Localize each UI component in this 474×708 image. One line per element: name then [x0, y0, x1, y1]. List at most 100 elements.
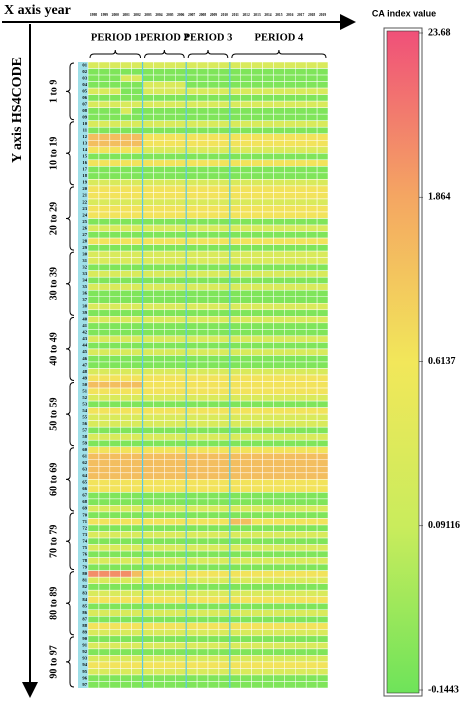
- heatmap-cell: [153, 394, 165, 402]
- heatmap-cell: [284, 550, 296, 558]
- heatmap-cell: [229, 107, 241, 115]
- heatmap-cell: [262, 407, 274, 415]
- heatmap-cell: [120, 166, 132, 174]
- heatmap-cell: [284, 120, 296, 128]
- heatmap-cell: [153, 381, 165, 389]
- heatmap-cell: [251, 609, 263, 617]
- heatmap-cell: [109, 602, 121, 611]
- heatmap-cell: [153, 622, 165, 630]
- heatmap-cell: [175, 557, 187, 565]
- heatmap-cell: [251, 263, 263, 271]
- heatmap-cell: [262, 296, 274, 304]
- heatmap-cell: [305, 113, 318, 121]
- heatmap-cell: [131, 211, 143, 219]
- heatmap-cell: [273, 511, 285, 519]
- heatmap-cell: [131, 296, 143, 304]
- heatmap-cell: [142, 635, 154, 643]
- heatmap-cell: [185, 316, 198, 324]
- heatmap-cell: [273, 570, 285, 578]
- heatmap-cell: [131, 589, 143, 597]
- heatmap-cell: [240, 616, 252, 624]
- heatmap-cell: [240, 153, 252, 161]
- heatmap-cell: [305, 609, 318, 617]
- heatmap-cell: [251, 257, 263, 265]
- heatmap-cell: [87, 237, 100, 245]
- heatmap-cell: [109, 166, 121, 174]
- heatmap-cell: [273, 589, 285, 597]
- heatmap-cell: [305, 563, 318, 571]
- heatmap-cell: [207, 244, 220, 252]
- heatmap-cell: [316, 498, 329, 506]
- heatmap-cell: [295, 316, 307, 324]
- heatmap-cell: [284, 348, 296, 356]
- heatmap-cell: [175, 674, 187, 682]
- heatmap-cell: [196, 250, 209, 258]
- heatmap-cell: [273, 413, 285, 421]
- heatmap-cell: [120, 113, 132, 121]
- heatmap-cell: [262, 172, 274, 180]
- heatmap-cell: [164, 426, 176, 434]
- heatmap-cell: [196, 642, 209, 650]
- heatmap-cell: [175, 198, 187, 206]
- heatmap-cell: [87, 211, 100, 219]
- heatmap-cell: [109, 550, 121, 558]
- heatmap-cell: [185, 616, 198, 624]
- heatmap-cell: [229, 459, 241, 467]
- y-tick-label: 62: [82, 460, 87, 465]
- heatmap-cell: [207, 485, 220, 493]
- heatmap-cell: [120, 322, 132, 330]
- heatmap-cell: [87, 198, 100, 206]
- heatmap-cell: [175, 316, 187, 324]
- heatmap-cell: [153, 74, 165, 82]
- heatmap-cell: [131, 361, 143, 369]
- heatmap-cell: [164, 453, 176, 461]
- heatmap-cell: [295, 394, 307, 402]
- x-tick-label: 2003: [144, 13, 151, 17]
- heatmap-cell: [284, 198, 296, 206]
- heatmap-cell: [109, 661, 121, 669]
- heatmap-cell: [175, 270, 187, 278]
- heatmap-cell: [284, 596, 296, 604]
- y-tick-label: 25: [82, 219, 87, 224]
- heatmap-cell: [284, 133, 296, 141]
- heatmap-cell: [98, 107, 111, 115]
- heatmap-cell: [164, 61, 176, 69]
- heatmap-cell: [229, 172, 241, 180]
- colorbar-tick-label: 0.6137: [428, 356, 456, 367]
- heatmap-cell: [142, 263, 154, 271]
- heatmap-cell: [240, 185, 252, 193]
- heatmap-cell: [262, 166, 274, 174]
- y-tick-label: 74: [82, 538, 87, 543]
- heatmap-cell: [207, 550, 220, 558]
- heatmap-cell: [207, 655, 220, 663]
- y-tick-label: 04: [82, 82, 87, 87]
- heatmap-cell: [109, 557, 121, 565]
- heatmap-cell: [262, 446, 274, 454]
- heatmap-cell: [185, 218, 198, 226]
- heatmap-cell: [273, 224, 285, 232]
- heatmap-cell: [87, 126, 100, 134]
- group-label: 60 to 69: [48, 463, 59, 496]
- heatmap-cell: [218, 674, 231, 682]
- heatmap-cell: [98, 485, 111, 493]
- heatmap-cell: [120, 87, 132, 95]
- heatmap-cell: [109, 544, 121, 552]
- heatmap-cell: [229, 472, 241, 480]
- x-tick-label: 2006: [177, 13, 184, 17]
- heatmap-cell: [175, 74, 187, 82]
- heatmap-cell: [262, 674, 274, 682]
- heatmap-cell: [240, 126, 252, 134]
- heatmap-cell: [87, 498, 100, 506]
- heatmap-cell: [295, 270, 307, 278]
- heatmap-cell: [175, 250, 187, 258]
- heatmap-cell: [218, 270, 231, 278]
- heatmap-cell: [284, 524, 296, 532]
- heatmap-cell: [305, 394, 318, 402]
- heatmap-cell: [251, 576, 263, 584]
- heatmap-cell: [316, 681, 329, 689]
- heatmap-cell: [207, 218, 220, 226]
- heatmap-cell: [218, 374, 231, 382]
- heatmap-cell: [240, 583, 252, 591]
- heatmap-cell: [153, 335, 165, 343]
